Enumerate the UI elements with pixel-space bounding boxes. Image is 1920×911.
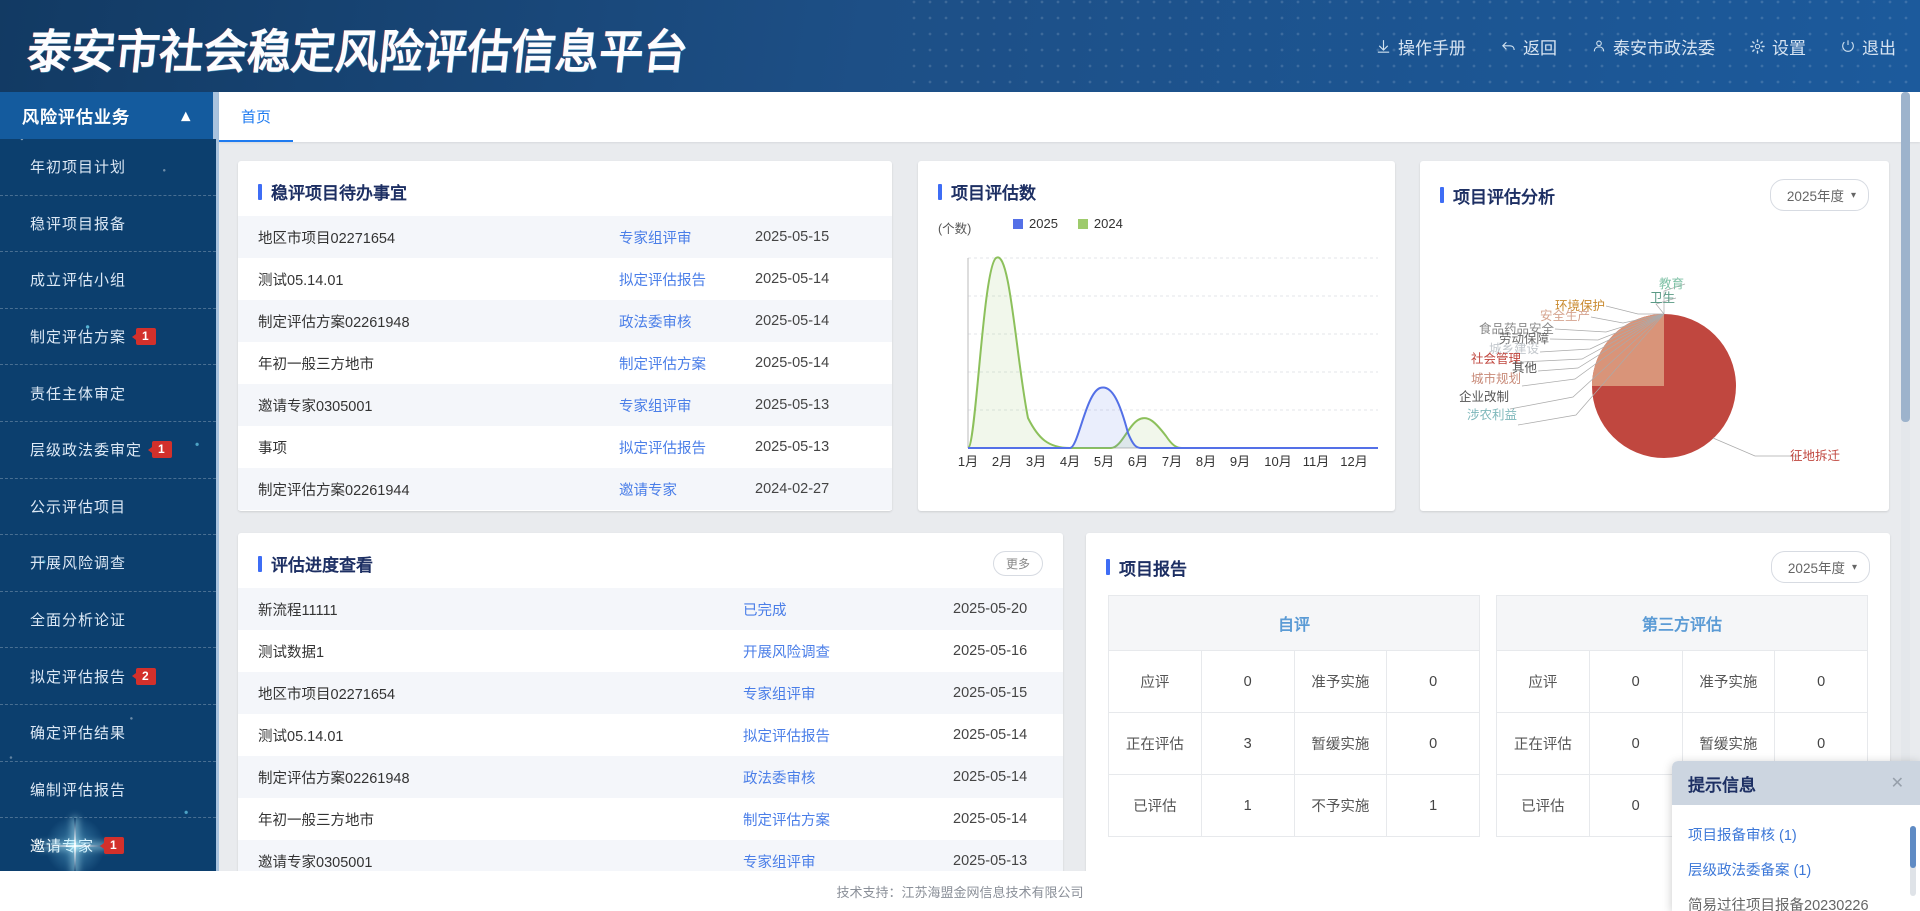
svg-text:9月: 9月: [1230, 454, 1250, 469]
svg-text:8月: 8月: [1196, 454, 1216, 469]
svg-text:3月: 3月: [1026, 454, 1046, 469]
svg-text:4月: 4月: [1060, 454, 1080, 469]
svg-text:7月: 7月: [1162, 454, 1182, 469]
svg-text:安全生产: 安全生产: [1540, 308, 1590, 323]
svg-text:12月: 12月: [1340, 454, 1367, 469]
svg-text:5月: 5月: [1094, 454, 1114, 469]
svg-text:10月: 10月: [1264, 454, 1291, 469]
svg-text:企业改制: 企业改制: [1459, 389, 1509, 404]
svg-text:11月: 11月: [1303, 454, 1330, 469]
svg-text:2月: 2月: [992, 454, 1012, 469]
svg-text:1月: 1月: [958, 454, 978, 469]
svg-text:征地拆迁: 征地拆迁: [1790, 448, 1841, 463]
svg-text:城市规划: 城市规划: [1471, 371, 1521, 386]
svg-text:6月: 6月: [1128, 454, 1148, 469]
svg-text:涉农利益: 涉农利益: [1467, 408, 1517, 422]
svg-text:教育: 教育: [1659, 276, 1684, 291]
svg-text:卫生: 卫生: [1650, 291, 1675, 305]
